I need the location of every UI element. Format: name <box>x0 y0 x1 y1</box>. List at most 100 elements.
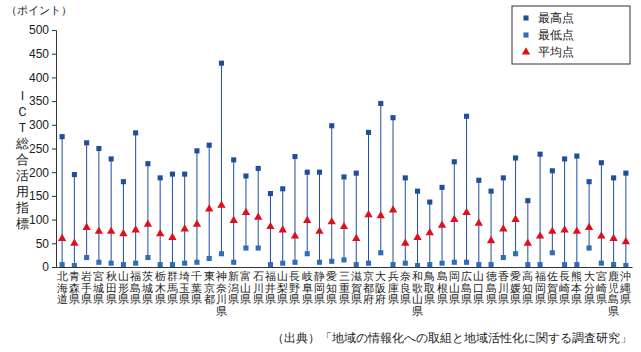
y-tick-label: 250 <box>29 142 49 156</box>
legend-marker <box>522 47 530 54</box>
x-tick-label: 石川県 <box>253 270 264 306</box>
range-line <box>258 168 259 248</box>
marker <box>268 191 273 196</box>
marker <box>548 227 556 234</box>
marker <box>72 172 77 177</box>
y-tick: 50 <box>36 237 56 251</box>
y-tick-mark <box>52 267 56 268</box>
x-tick-label: 滋賀県 <box>351 270 362 306</box>
marker <box>107 227 115 234</box>
x-tick-label: 広島県 <box>461 270 472 306</box>
series <box>58 201 630 246</box>
y-tick: 450 <box>29 47 56 61</box>
marker <box>476 262 481 267</box>
marker <box>84 140 89 145</box>
marker <box>574 262 579 267</box>
marker <box>340 222 348 229</box>
marker <box>170 262 175 267</box>
range-line <box>86 143 87 258</box>
y-tick: 0 <box>42 260 56 274</box>
x-tick-label: 佐賀県 <box>547 270 558 306</box>
x-tick-label: 熊本県 <box>571 270 582 306</box>
range-line <box>625 173 626 265</box>
marker <box>560 225 568 232</box>
marker <box>156 229 164 236</box>
marker <box>70 238 78 245</box>
range-line <box>221 63 222 254</box>
marker <box>133 261 138 266</box>
range-line <box>503 178 504 258</box>
range-line <box>368 132 369 263</box>
x-tick-label: 福井県 <box>265 270 276 306</box>
y-tick-label: 0 <box>42 260 49 274</box>
legend-box <box>512 6 630 64</box>
x-tick-label: 愛知県 <box>326 270 337 306</box>
marker <box>292 260 297 265</box>
marker <box>501 175 506 180</box>
marker <box>121 179 126 184</box>
marker <box>475 219 483 226</box>
x-tick-label: 鹿児島県 <box>608 270 619 318</box>
x-tick-label: 栃木県 <box>155 270 166 306</box>
x-tick-label: 秋田県 <box>106 270 117 306</box>
range-line <box>74 175 75 266</box>
range-line <box>564 159 565 265</box>
range-line <box>307 172 308 254</box>
legend-marker <box>523 15 528 20</box>
y-tick-label: 450 <box>29 47 49 61</box>
marker <box>194 260 199 265</box>
marker <box>60 134 65 139</box>
y-tick: 250 <box>29 142 56 156</box>
x-tick-label: 青森県 <box>69 270 80 306</box>
marker <box>415 189 420 194</box>
marker <box>354 171 359 176</box>
marker <box>131 225 139 232</box>
marker <box>292 154 297 159</box>
marker <box>219 61 224 66</box>
marker <box>536 231 544 238</box>
x-tick-label: 徳島県 <box>486 270 497 306</box>
marker <box>366 130 371 135</box>
marker <box>538 152 543 157</box>
y-tick-mark <box>52 54 56 55</box>
marker <box>462 208 470 215</box>
x-tick-label: 静岡県 <box>314 270 325 306</box>
marker <box>268 262 273 267</box>
y-tick: 300 <box>29 118 56 132</box>
y-tick: 150 <box>29 189 56 203</box>
y-tick: 350 <box>29 94 56 108</box>
marker <box>609 234 617 241</box>
marker <box>231 157 236 162</box>
marker <box>96 260 101 265</box>
y-tick-label: 350 <box>29 94 49 108</box>
x-tick-label: 福岡県 <box>535 270 546 306</box>
marker <box>219 251 224 256</box>
range-line <box>601 163 602 263</box>
range-line <box>184 174 185 263</box>
x-tick-label: 岩手県 <box>81 270 92 306</box>
marker <box>291 231 299 238</box>
plot-area <box>58 61 630 267</box>
x-tick-label: 宮城県 <box>92 270 104 306</box>
marker <box>573 227 581 234</box>
range-line <box>527 201 528 265</box>
x-tick-label: 大分県 <box>584 270 595 306</box>
marker <box>550 250 555 255</box>
x-tick-label: 茨城県 <box>141 270 153 306</box>
marker <box>587 245 592 250</box>
range-line <box>466 116 467 262</box>
marker <box>597 231 605 238</box>
marker <box>182 172 187 177</box>
marker <box>72 263 77 267</box>
marker <box>403 175 408 180</box>
legend: 最高点最低点平均点 <box>512 6 630 64</box>
x-tick-label: 香川県 <box>498 270 509 306</box>
range-line <box>380 103 381 252</box>
marker <box>315 227 323 234</box>
marker <box>623 171 628 176</box>
legend-label: 最高点 <box>538 11 574 25</box>
marker <box>305 251 310 256</box>
range-line <box>491 191 492 264</box>
x-axis-line <box>57 267 633 268</box>
marker <box>415 263 420 267</box>
